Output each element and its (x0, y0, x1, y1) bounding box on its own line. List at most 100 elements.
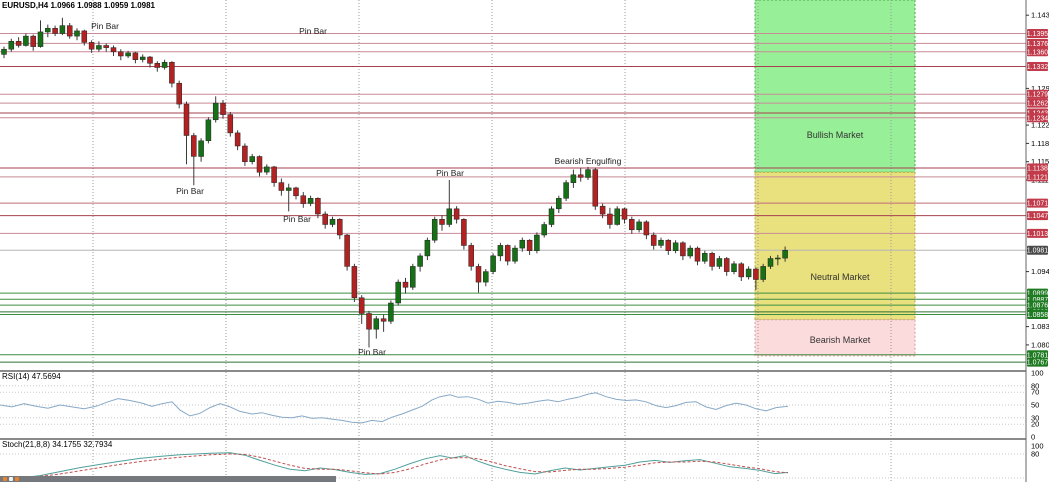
pattern-label: Bearish Engulfing (555, 156, 622, 166)
candle-bull (556, 198, 562, 210)
price-level-badge (1027, 38, 1048, 48)
candle-bull (731, 263, 737, 272)
pane-separator (0, 370, 1049, 372)
candle-bull (8, 41, 15, 50)
candle-bull (519, 239, 526, 249)
candle-bull (249, 156, 255, 162)
candle-bear (402, 281, 409, 288)
price-level-badge (1027, 89, 1048, 99)
candle-bull (782, 249, 788, 259)
candle-bear (453, 208, 460, 220)
candle-bull (59, 25, 66, 34)
candle-bear (15, 41, 22, 46)
candle-bear (220, 102, 226, 115)
candle-bull (563, 182, 569, 199)
candle-bear (147, 56, 153, 64)
price-level-badge-label: 1.0767 (1027, 360, 1049, 367)
candle-bull (767, 258, 774, 267)
candle-bull (125, 52, 131, 57)
zone-label-bearish: Bearish Market (809, 335, 871, 345)
candle-bull (534, 234, 540, 251)
pattern-label: Pin Bar (299, 26, 327, 36)
candle-bear (293, 187, 299, 197)
watermark-bar (0, 476, 336, 482)
candle-bear (256, 156, 263, 173)
candle-bear (753, 268, 759, 280)
symbol-ohlc-header: EURUSD,H4 1.0966 1.0988 1.0959 1.0981 (2, 1, 155, 10)
candle-bull (417, 255, 423, 267)
candle-bull (585, 169, 591, 178)
candle-bull (74, 30, 80, 37)
candle-bear (643, 221, 650, 236)
candle-bear (351, 266, 358, 299)
price-level-badge (1027, 357, 1048, 367)
price-level-badge (1027, 29, 1048, 38)
price-level-badge-label: 1.1047 (1027, 213, 1049, 220)
candle-bear (154, 63, 161, 68)
candle-bear (234, 132, 241, 147)
stoch-d-line (0, 453, 789, 479)
candle-bull (285, 187, 292, 191)
candle-bear (358, 297, 365, 314)
current-price-badge-label: 1.0981 (1027, 248, 1049, 255)
candle-bull (541, 224, 547, 236)
rsi-axis-label: 80 (1031, 381, 1039, 390)
price-level-badge-label: 1.0858 (1027, 312, 1049, 319)
candle-bear (468, 245, 474, 267)
candle-bear (577, 174, 584, 178)
candle-bull (139, 56, 146, 60)
candle-bear (30, 35, 36, 47)
candle-bull (37, 31, 44, 47)
candle-bear (81, 30, 88, 43)
price-level-badge (1027, 47, 1048, 57)
price-level-badge (1027, 310, 1048, 319)
candle-bull (424, 239, 431, 257)
candle-bear (110, 47, 117, 53)
axis-tick-label: 1.1430 (1031, 11, 1049, 20)
candle-bull (760, 266, 766, 280)
candle-bear (599, 205, 606, 215)
candle-bull (329, 219, 336, 225)
candle-bull (702, 253, 708, 262)
candle-bull (614, 208, 620, 225)
candle-bull (745, 268, 752, 278)
candle-bull (716, 258, 723, 267)
price-level-badge-label: 1.1376 (1027, 41, 1049, 48)
candle-bull (96, 45, 102, 50)
rsi-axis-label: 50 (1031, 401, 1039, 410)
pattern-label: Pin Bar (283, 214, 311, 224)
stoch-k-line (0, 452, 789, 481)
watermark-icon (3, 477, 7, 481)
price-level-badge-label: 1.1332 (1027, 64, 1049, 71)
candle-bear (278, 182, 285, 191)
candle-bear (52, 28, 58, 34)
zone-bullish-market (754, 0, 916, 173)
candle-bear (380, 318, 387, 322)
axis-tick-label: 1.0940 (1031, 267, 1049, 276)
price-level-badge-label: 1.1234 (1027, 115, 1049, 122)
candle-bull (672, 242, 679, 251)
candle-bear (242, 145, 248, 162)
rsi-line (0, 392, 789, 424)
candle-bear (366, 313, 372, 330)
stoch-pane-label: Stoch(21,8,8) 34.1755 32.7934 (2, 440, 113, 449)
candle-bear (315, 198, 321, 215)
candle-bear (169, 62, 175, 84)
candle-bear (191, 135, 197, 157)
pattern-label: Pin Bar (91, 21, 119, 31)
candle-bear (66, 25, 73, 37)
zone-label-bullish: Bullish Market (806, 130, 864, 140)
price-level-badge-label: 1.0876 (1027, 303, 1049, 310)
candle-bull (373, 318, 380, 330)
axis-tick-label: 1.1220 (1031, 121, 1049, 130)
candle-bear (475, 266, 482, 283)
candle-bear (183, 103, 190, 136)
candle-bull (570, 174, 577, 183)
candle-bear (680, 242, 686, 257)
candle-bull (446, 208, 453, 225)
zone-bearish-market (754, 319, 916, 357)
candle-bear (629, 219, 635, 231)
candle-bull (205, 119, 212, 141)
